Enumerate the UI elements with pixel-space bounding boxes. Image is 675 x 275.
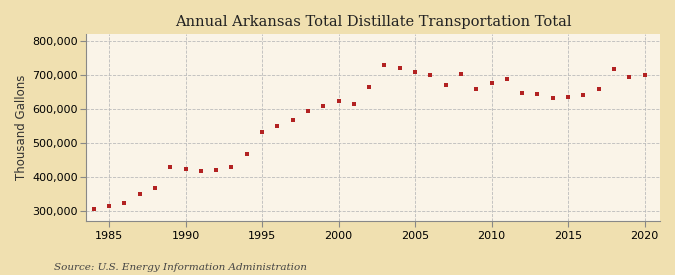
Point bbox=[471, 86, 482, 91]
Point bbox=[593, 87, 604, 92]
Point bbox=[532, 92, 543, 96]
Point bbox=[440, 82, 451, 87]
Point bbox=[364, 85, 375, 89]
Point bbox=[348, 102, 359, 106]
Point bbox=[119, 201, 130, 206]
Point bbox=[150, 186, 161, 190]
Point bbox=[563, 95, 574, 100]
Point bbox=[486, 80, 497, 85]
Point bbox=[242, 152, 252, 157]
Point bbox=[502, 77, 512, 81]
Point bbox=[180, 167, 191, 172]
Point bbox=[578, 93, 589, 97]
Text: Source: U.S. Energy Information Administration: Source: U.S. Energy Information Administ… bbox=[54, 263, 307, 272]
Point bbox=[425, 73, 436, 77]
Point bbox=[196, 169, 207, 173]
Point bbox=[624, 75, 634, 79]
Point bbox=[226, 165, 237, 170]
Point bbox=[272, 124, 283, 128]
Point bbox=[256, 130, 267, 134]
Point bbox=[302, 109, 313, 113]
Point bbox=[394, 66, 405, 70]
Y-axis label: Thousand Gallons: Thousand Gallons bbox=[15, 75, 28, 180]
Point bbox=[456, 72, 466, 76]
Point bbox=[88, 207, 99, 211]
Point bbox=[410, 70, 421, 74]
Point bbox=[134, 192, 145, 196]
Title: Annual Arkansas Total Distillate Transportation Total: Annual Arkansas Total Distillate Transpo… bbox=[175, 15, 571, 29]
Point bbox=[165, 164, 176, 169]
Point bbox=[333, 98, 344, 103]
Point bbox=[517, 90, 528, 95]
Point bbox=[609, 67, 620, 71]
Point bbox=[288, 118, 298, 122]
Point bbox=[104, 204, 115, 209]
Point bbox=[639, 73, 650, 77]
Point bbox=[379, 63, 390, 67]
Point bbox=[547, 96, 558, 100]
Point bbox=[211, 168, 221, 172]
Point bbox=[318, 103, 329, 108]
